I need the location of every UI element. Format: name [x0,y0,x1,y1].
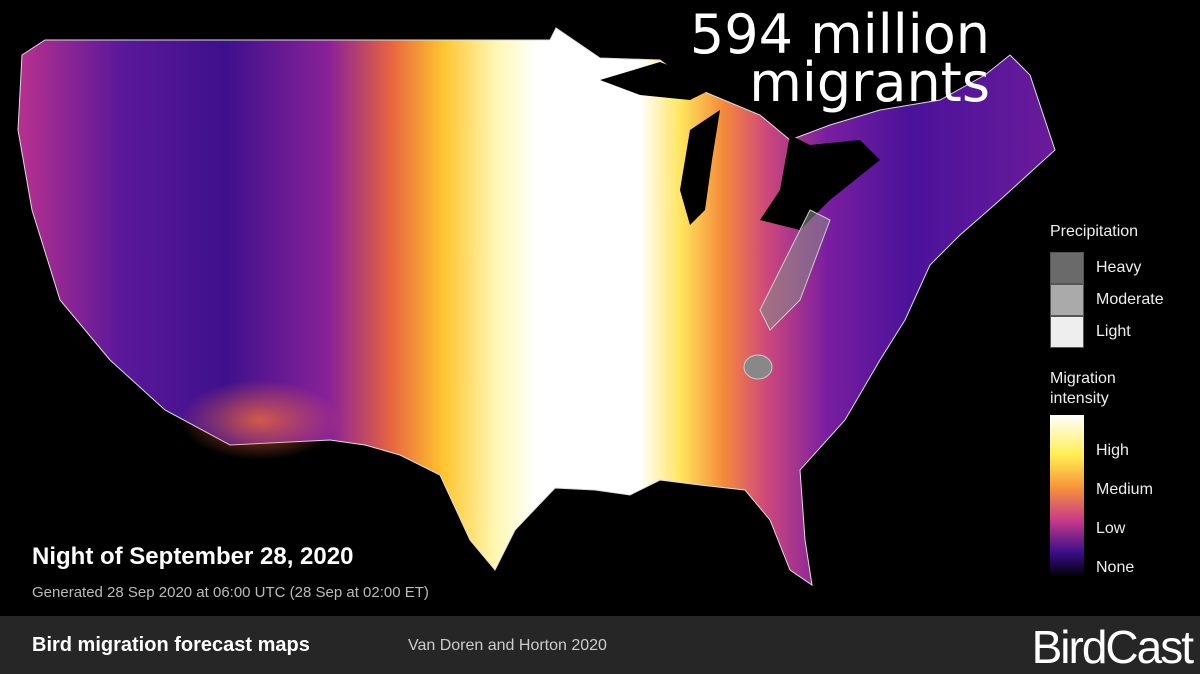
legend-label: Low [1096,520,1126,537]
precip-cell [743,354,773,380]
legend-swatch [1050,252,1084,284]
lake-michigan [680,110,720,225]
legend-swatch [1050,316,1084,348]
footer-bar: Bird migration forecast maps Van Doren a… [0,616,1200,674]
footer-credit: Van Doren and Horton 2020 [408,637,607,654]
headline: 594 million [689,3,990,66]
legend-title: Migration intensity [1050,370,1116,407]
footer-title: Bird migration forecast maps [32,634,310,656]
precip-band [759,209,831,331]
legend-swatch [1050,284,1084,316]
generated-note: Generated 28 Sep 2020 at 06:00 UTC (28 S… [32,584,429,601]
legend-label: Medium [1096,481,1153,498]
legend-label: Moderate [1096,291,1164,308]
legend-label: High [1096,442,1129,459]
intensity-ramp [1050,415,1084,577]
legend-label: Heavy [1096,259,1142,276]
lake-superior [600,62,720,100]
logo: BirdCast [1031,621,1194,673]
lake-erie-huron [740,110,880,230]
legend-label: Light [1096,323,1131,340]
legend-label: None [1096,559,1135,576]
heat-blob [180,380,340,460]
map [17,27,1084,587]
legend-title: Precipitation [1050,223,1139,240]
headline: migrants [749,51,990,114]
date-title: Night of September 28, 2020 [32,543,354,570]
